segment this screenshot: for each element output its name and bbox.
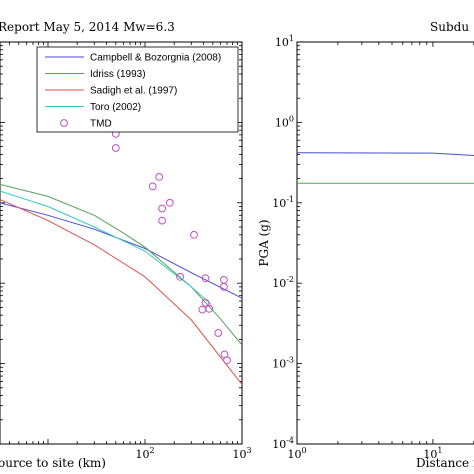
- right-chart-panel: Subdu 101 100 10-1 10-2 10-3 10-4 100 101 PGA …: [257, 20, 474, 470]
- tmd-data-point: [220, 276, 228, 284]
- right-x-tick-labels: 100 101: [287, 446, 442, 461]
- left-minor-ticks: [0, 41, 243, 445]
- left-chart-title: Report May 5, 2014 Mw=6.3: [0, 20, 175, 34]
- legend-swatch: [60, 119, 68, 127]
- toro-line: [0, 190, 212, 305]
- legend-entry: Sadigh et al. (1997): [90, 86, 177, 97]
- left-plot-frame: [0, 41, 243, 445]
- legend-entry: TMD: [90, 119, 112, 130]
- left-chart-panel: Report May 5, 2014 Mw=6.3 Campbell & Boz…: [0, 20, 252, 470]
- y-tick-label: 10-2: [272, 275, 294, 290]
- right-y-axis-label: PGA (g): [257, 219, 271, 266]
- x-tick-label: 101: [423, 446, 442, 461]
- tmd-data-point: [158, 204, 167, 213]
- left-x-tick-labels: 102 103: [135, 446, 251, 461]
- x-tick-label: 102: [135, 446, 154, 461]
- tmd-data-point: [155, 173, 164, 181]
- idriss-line: [0, 183, 242, 346]
- tmd-data-point: [214, 329, 223, 337]
- tmd-data-point: [201, 298, 210, 307]
- tmd-data-point: [165, 198, 174, 207]
- tmd-data-point: [220, 283, 228, 291]
- tmd-data-point: [201, 274, 210, 283]
- y-tick-label: 100: [275, 114, 294, 129]
- right-series-line-1: [297, 152, 474, 156]
- legend-entry: Campbell & Bozorgnia (2008): [90, 53, 221, 64]
- campbell-bozorgnia-line: [0, 202, 242, 299]
- x-tick-label: 100: [287, 446, 306, 461]
- tmd-data-point: [198, 305, 207, 314]
- y-tick-label: 10-4: [272, 436, 294, 451]
- y-tick-label: 10-3: [272, 356, 294, 371]
- legend-entry: Idriss (1993): [90, 69, 146, 80]
- right-y-tick-labels: 101 100 10-1 10-2 10-3 10-4: [272, 34, 294, 451]
- legend-entry: Toro (2002): [90, 102, 141, 113]
- tmd-data-point: [148, 182, 157, 191]
- right-plot-frame: [296, 41, 474, 445]
- legend: Campbell & Bozorgnia (2008) Idriss (1993)…: [36, 46, 239, 133]
- tmd-data-point: [176, 272, 185, 281]
- x-tick-label: 103: [232, 446, 251, 461]
- sadigh-line: [0, 199, 242, 385]
- tmd-data-point: [111, 144, 120, 152]
- tmd-data-point: [158, 216, 167, 225]
- tmd-data-point: [223, 356, 231, 365]
- left-series-layer: [0, 130, 242, 385]
- y-tick-label: 10-1: [272, 195, 294, 210]
- right-series-layer: [297, 152, 474, 184]
- left-x-axis-label: ource to site (km): [0, 456, 106, 470]
- tmd-data-point: [190, 230, 198, 239]
- right-chart-title: Subdu: [430, 20, 469, 34]
- tmd-data-point: [205, 304, 214, 313]
- y-tick-label: 101: [275, 34, 294, 49]
- right-x-axis-label: Distance f: [416, 456, 474, 470]
- right-minor-ticks: [296, 41, 474, 445]
